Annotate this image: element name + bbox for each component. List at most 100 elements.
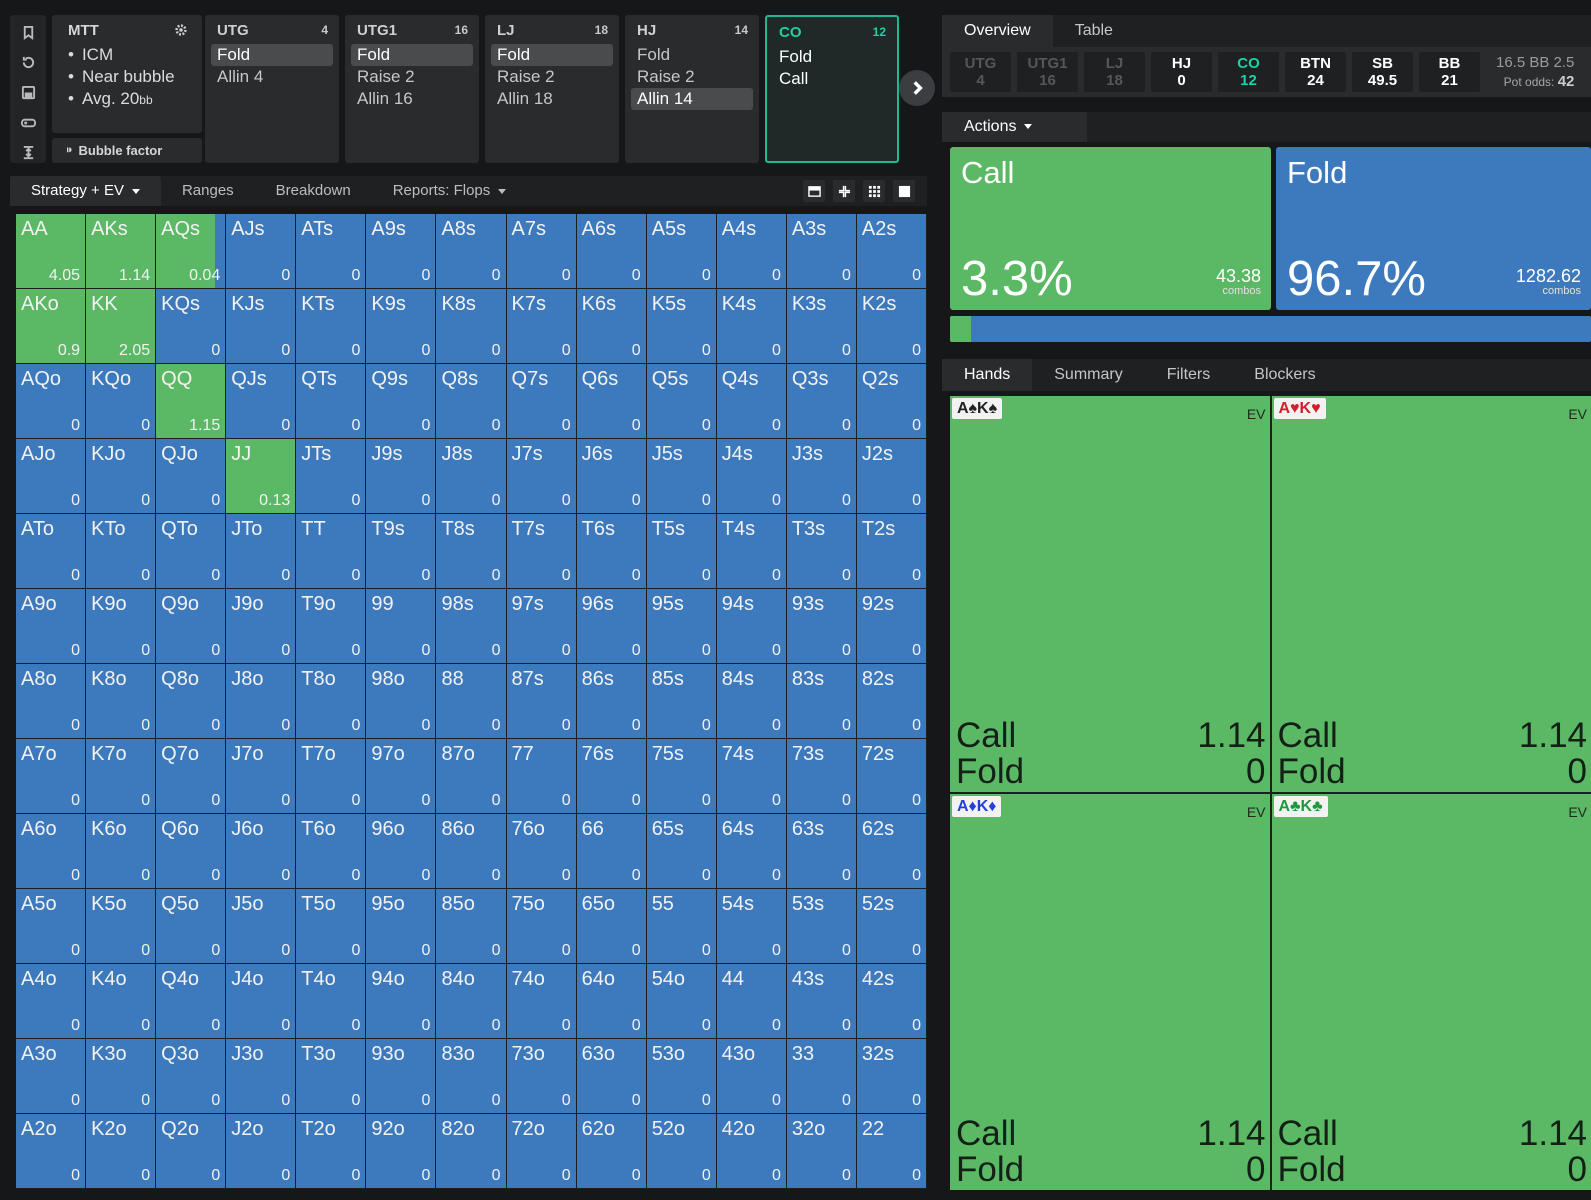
hand-cell[interactable]: K9s 0 [366,289,437,364]
hand-cell[interactable]: K3s 0 [786,289,857,364]
hand-cell[interactable]: 53s 0 [786,889,857,964]
hand-cell[interactable]: J9s 0 [366,439,437,514]
hand-cell[interactable]: 93o 0 [366,1039,437,1114]
hand-cell[interactable]: 82s 0 [856,664,927,739]
hand-cell[interactable]: KQs 0 [156,289,227,364]
action-option[interactable]: Allin 16 [357,89,413,108]
hand-cell[interactable]: Q3o 0 [156,1039,227,1114]
action-option[interactable]: Raise 2 [357,67,415,86]
bookmark-icon[interactable] [17,21,39,43]
hand-cell[interactable]: 77 0 [506,739,577,814]
expand-vertical-icon[interactable] [17,141,39,163]
actions-dropdown[interactable]: Actions [942,112,1087,142]
hand-cell[interactable]: K5s 0 [646,289,717,364]
hand-cell[interactable]: 87o 0 [436,739,507,814]
tab-filters[interactable]: Filters [1166,366,1211,383]
position-panel-co[interactable]: CO 12 Fold Call [765,15,899,163]
hand-cell[interactable]: T3o 0 [296,1039,367,1114]
hand-cell[interactable]: T7o 0 [296,739,367,814]
hand-cell[interactable]: T6o 0 [296,814,367,889]
seat-lj[interactable]: LJ 18 [1084,52,1145,92]
hand-cell[interactable]: 96s 0 [576,589,647,664]
hand-cell[interactable]: QTs 0 [296,364,367,439]
hand-cell[interactable]: 84o 0 [436,964,507,1039]
hand-cell[interactable]: J3s 0 [786,439,857,514]
hand-cell[interactable]: AQo 0 [16,364,87,439]
hand-cell[interactable]: TT 0 [296,514,367,589]
hand-cell[interactable]: AKo 0.9 [16,289,87,364]
hand-cell[interactable]: Q4o 0 [156,964,227,1039]
hand-cell[interactable]: Q8s 0 [436,364,507,439]
hand-cell[interactable]: AJs 0 [226,214,297,289]
hand-cell[interactable]: Q8o 0 [156,664,227,739]
hand-cell[interactable]: A7o 0 [16,739,87,814]
hand-cell[interactable]: 43s 0 [786,964,857,1039]
hand-cell[interactable]: K6o 0 [86,814,157,889]
position-panel-hj[interactable]: HJ 14 Fold Raise 2 Allin 14 [625,15,759,163]
layout-split-icon[interactable] [803,180,825,202]
hand-cell[interactable]: QJs 0 [226,364,297,439]
hand-cell[interactable]: AA 4.05 [16,214,87,289]
hand-cell[interactable]: 66 0 [576,814,647,889]
gear-icon[interactable] [174,23,188,37]
seat-utg[interactable]: UTG 4 [950,52,1011,92]
hand-cell[interactable]: 74s 0 [716,739,787,814]
hand-cell[interactable]: A9o 0 [16,589,87,664]
hand-cell[interactable]: T9o 0 [296,589,367,664]
hand-cell[interactable]: T4o 0 [296,964,367,1039]
hand-cell[interactable]: T4s 0 [716,514,787,589]
hand-cell[interactable]: KJs 0 [226,289,297,364]
hand-cell[interactable]: 72s 0 [856,739,927,814]
combo-card[interactable]: A♣K♣ EV Call 1.14 Fold 0 [1271,794,1591,1190]
hand-cell[interactable]: 54o 0 [646,964,717,1039]
tab-strategy-ev[interactable]: Strategy + EV [10,176,161,206]
hand-cell[interactable]: 72o 0 [506,1114,577,1189]
call-strategy-box[interactable]: Call 3.3% 43.38 combos [950,147,1271,310]
combo-card[interactable]: A♠K♠ EV Call 1.14 Fold 0 [950,396,1270,792]
hand-cell[interactable]: 43o 0 [716,1039,787,1114]
tab-table[interactable]: Table [1074,22,1113,39]
action-option[interactable]: Fold [491,44,613,66]
hand-cell[interactable]: A8o 0 [16,664,87,739]
hand-cell[interactable]: T3s 0 [786,514,857,589]
hand-cell[interactable]: T9s 0 [366,514,437,589]
hand-cell[interactable]: T5o 0 [296,889,367,964]
hand-cell[interactable]: JTs 0 [296,439,367,514]
seat-sb[interactable]: SB 49.5 [1352,52,1413,92]
hand-cell[interactable]: Q2s 0 [856,364,927,439]
hand-cell[interactable]: 85s 0 [646,664,717,739]
hand-cell[interactable]: 94s 0 [716,589,787,664]
hand-cell[interactable]: 22 0 [856,1114,927,1189]
hand-cell[interactable]: KK 2.05 [86,289,157,364]
hand-cell[interactable]: 74o 0 [506,964,577,1039]
hand-cell[interactable]: QQ 1.15 [156,364,227,439]
hand-cell[interactable]: K2o 0 [86,1114,157,1189]
hand-cell[interactable]: Q9o 0 [156,589,227,664]
hand-cell[interactable]: J2o 0 [226,1114,297,1189]
hand-cell[interactable]: 52o 0 [646,1114,717,1189]
hand-cell[interactable]: J4s 0 [716,439,787,514]
hand-cell[interactable]: K8o 0 [86,664,157,739]
seat-hj[interactable]: HJ 0 [1151,52,1212,92]
action-option[interactable]: Fold [211,44,333,66]
hand-cell[interactable]: K7s 0 [506,289,577,364]
hand-cell[interactable]: A8s 0 [436,214,507,289]
hand-cell[interactable]: AJo 0 [16,439,87,514]
hand-cell[interactable]: K8s 0 [436,289,507,364]
action-option[interactable]: Fold [779,47,813,66]
tab-ranges[interactable]: Ranges [181,182,234,199]
hand-cell[interactable]: T8o 0 [296,664,367,739]
hand-cell[interactable]: T2o 0 [296,1114,367,1189]
hand-cell[interactable]: JTo 0 [226,514,297,589]
hand-cell[interactable]: Q2o 0 [156,1114,227,1189]
hand-cell[interactable]: 86s 0 [576,664,647,739]
hand-cell[interactable]: 87s 0 [506,664,577,739]
hand-cell[interactable]: K7o 0 [86,739,157,814]
hand-cell[interactable]: Q5s 0 [646,364,717,439]
hand-cell[interactable]: ATs 0 [296,214,367,289]
hand-cell[interactable]: 86o 0 [436,814,507,889]
hand-cell[interactable]: J8s 0 [436,439,507,514]
hand-cell[interactable]: 63o 0 [576,1039,647,1114]
combo-card[interactable]: A♦K♦ EV Call 1.14 Fold 0 [950,794,1270,1190]
action-option[interactable]: Fold [637,45,671,64]
